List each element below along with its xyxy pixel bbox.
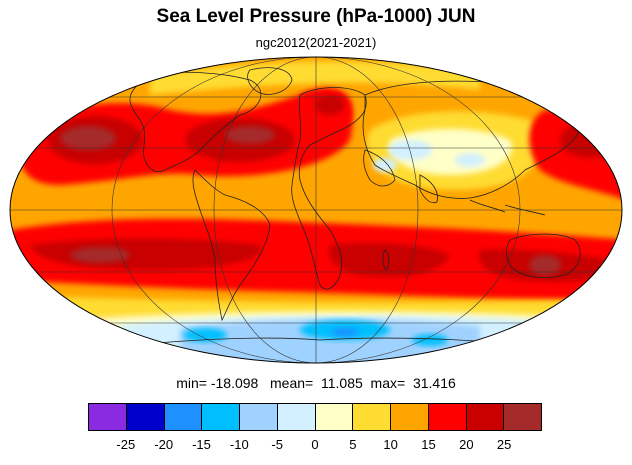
colorbar-tick-label: 15 <box>421 437 436 452</box>
colorbar-cell <box>391 404 429 430</box>
colorbar <box>88 403 542 431</box>
max-value: 31.416 <box>412 375 456 391</box>
graticule <box>10 57 622 363</box>
mean-label: mean= <box>270 375 314 391</box>
colorbar-tick-label: 10 <box>383 437 398 452</box>
colorbar-cell <box>202 404 240 430</box>
colorbar-tick-label: 25 <box>496 437 512 452</box>
colorbar-tick-label: 5 <box>349 437 357 452</box>
colorbar-cell <box>89 404 127 430</box>
colorbar-tick-label: 20 <box>459 437 474 452</box>
colorbar-cell <box>428 404 467 430</box>
colorbar-cell <box>240 404 278 430</box>
colorbar-labels: -25 -20 -15 -10 -5 0 5 10 15 20 25 <box>0 437 632 455</box>
plot-subtitle: ngc2012(2021-2021) <box>255 35 377 50</box>
colorbar-tick-label: -5 <box>271 437 283 452</box>
field-stats: min= -18.098 mean= 11.085 max= 31.416 <box>0 375 632 391</box>
min-label: min= <box>176 375 207 391</box>
colorbar-cell <box>504 404 541 430</box>
colorbar-cell <box>466 404 505 430</box>
colorbar-cell <box>353 404 391 430</box>
colorbar-tick-label: -20 <box>154 437 174 452</box>
globe-outline <box>9 56 623 364</box>
colorbar-tick-label: 0 <box>311 437 319 452</box>
plot-title: Sea Level Pressure (hPa-1000) JUN <box>156 6 476 27</box>
colorbar-cell <box>315 404 354 430</box>
colorbar-tick-label: -10 <box>229 437 249 452</box>
colorbar-cell <box>277 404 316 430</box>
colorbar-cell <box>164 404 203 430</box>
colorbar-cell <box>126 404 165 430</box>
colorbar-tick-label: -15 <box>192 437 211 452</box>
max-label: max= <box>370 375 406 391</box>
min-value: -18.098 <box>210 375 259 391</box>
colorbar-tick-label: -25 <box>116 437 136 452</box>
mean-value: 11.085 <box>320 375 363 391</box>
